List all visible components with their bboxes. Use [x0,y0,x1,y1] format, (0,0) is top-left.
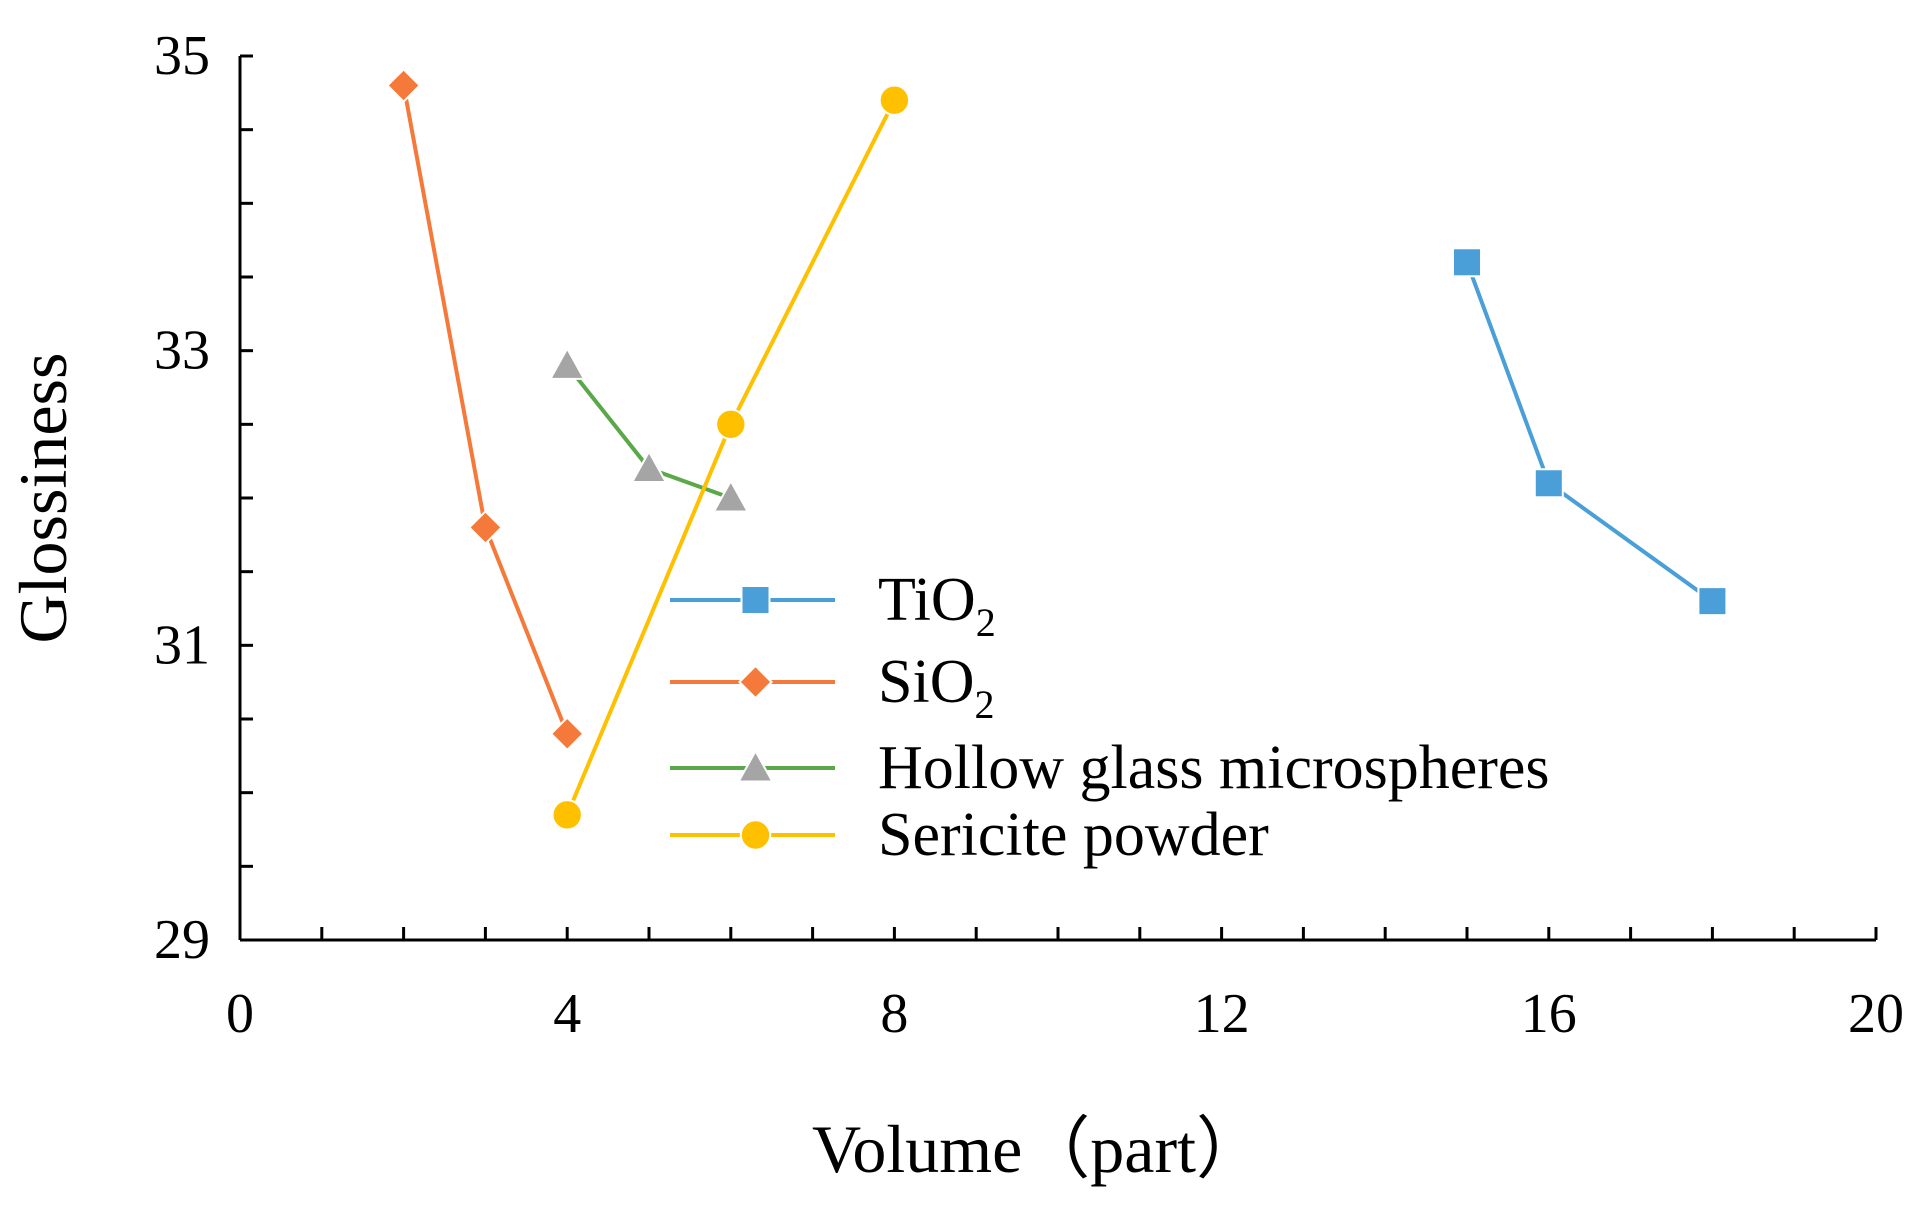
series-layer [386,67,1728,831]
y-axis-title: Glossiness [5,353,81,644]
legend-item: Hollow glass microspheres [670,734,1550,802]
legend-item: Sericite powder [670,801,1269,869]
legend-label: SiO2 [878,648,994,727]
data-point [878,84,911,116]
legend-marker [737,749,774,783]
series-1 [386,67,585,752]
y-tick-label: 31 [154,614,210,676]
series-line [1465,261,1714,603]
series-0 [1452,247,1728,617]
series-line [401,85,570,735]
legend-marker [740,585,771,615]
data-point [1452,247,1482,278]
y-tick-label: 29 [154,909,210,971]
x-tick-label: 4 [553,983,581,1045]
legend-marker [737,664,774,700]
data-point [630,449,668,483]
legend-label: Hollow glass microspheres [878,734,1550,802]
x-tick-label: 20 [1848,983,1904,1045]
legend-marker [739,819,772,851]
x-axis-title: Volume（part） [812,1111,1264,1187]
y-tick-label: 33 [154,320,210,382]
data-point [548,346,586,380]
data-point [467,509,503,545]
x-tick-label: 0 [226,983,254,1045]
data-point [551,799,583,831]
x-tick-label: 8 [880,983,908,1045]
data-point [715,408,747,441]
legend-label: Sericite powder [878,801,1269,869]
series-line [565,99,897,816]
series-3 [551,84,911,831]
data-point [1533,468,1564,499]
axes: 0 4 8 12 16 20 29 31 33 35 Volume（part） Glossiness [5,25,1904,1187]
y-tick-label: 35 [154,25,210,87]
legend-item: TiO2 [670,566,996,645]
data-point [386,67,422,103]
legend-label: TiO2 [878,566,996,645]
data-point [549,716,585,752]
x-tick-label: 12 [1194,983,1250,1045]
data-point [1697,586,1728,617]
legend-item: SiO2 [670,648,994,727]
data-point [712,479,750,513]
x-tick-label: 16 [1521,983,1577,1045]
